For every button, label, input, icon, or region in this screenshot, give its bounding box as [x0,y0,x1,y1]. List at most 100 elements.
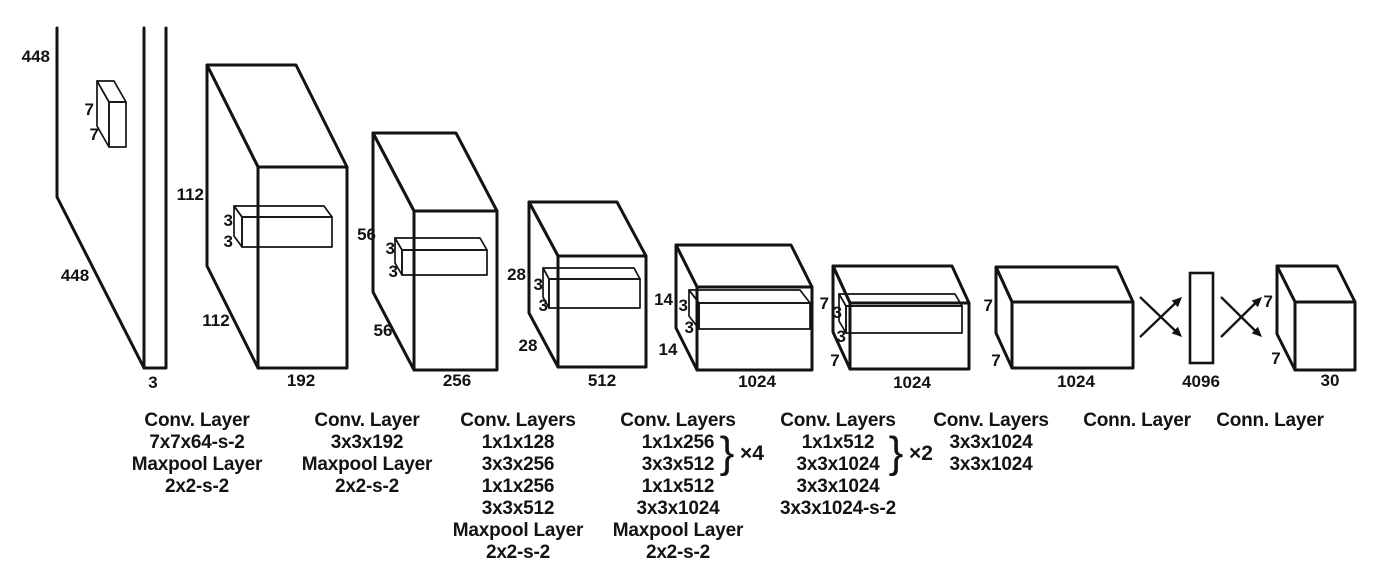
col3-line: Conv. Layers [460,410,576,431]
col5-line: 3x3x1024 [797,476,881,497]
b7-depth-label: 1024 [1057,372,1095,391]
kernel-front-face [698,302,811,330]
col3-line: 1x1x256 [482,476,555,497]
b5-height-label: 14 [654,290,673,309]
arrow-line [1139,302,1176,338]
b4-kernel-w-label: 3 [539,296,548,315]
fc-crossing-arrows-1 [1139,296,1182,338]
col1-line: Conv. Layer [144,410,250,431]
b3-kernel-w-label: 3 [389,262,398,281]
input-height-label: 448 [22,47,50,66]
b5-kernel-h-label: 3 [679,296,688,315]
arrow-head [1251,326,1262,337]
input-depth-label: 3 [148,373,157,392]
col8-line: Conn. Layer [1216,410,1324,431]
kernel-front-face [108,101,127,148]
col5-line: 1x1x512 [802,432,875,453]
block-front-face [412,209,499,372]
block-front-face [848,301,971,371]
b5-kernel-w-label: 3 [685,318,694,337]
col4-line: Conv. Layers [620,410,736,431]
feature-block-7a [831,264,971,371]
col4-line: 3x3x512 [642,454,715,475]
b3-kernel-h-label: 3 [386,239,395,258]
block-top-face [831,264,971,305]
feature-block-7b [994,265,1135,370]
b7-width-label: 7 [991,351,1000,370]
col1-line: 2x2-s-2 [165,476,229,497]
arrow-line [1220,296,1256,332]
b6-depth-label: 1024 [893,373,931,392]
col2-line: Conv. Layer [314,410,420,431]
block-front-face [256,165,349,370]
b3-depth-label: 256 [443,371,471,390]
kernel-front-face [845,305,963,334]
b3-height-label: 56 [357,225,376,244]
feature-block-56 [371,131,499,372]
b6-width-label: 7 [830,351,839,370]
feature-block-14 [674,243,814,372]
block-top-face [994,265,1135,304]
b6-height-label: 7 [820,294,829,313]
col6-line: 3x3x1024 [950,454,1034,475]
out-height-label: 7 [1264,292,1273,311]
b3-width-label: 56 [374,321,393,340]
col4-line: 3x3x1024 [637,498,721,519]
arrow-line [1220,302,1256,338]
b4-height-label: 28 [507,265,526,284]
col2-line: 3x3x192 [331,432,404,453]
arrow-head [1171,326,1182,337]
col2-line: Maxpool Layer [302,454,433,475]
kernel-top-face [96,80,127,103]
col6-line: Conv. Layers [933,410,1049,431]
output-tensor-cube [1275,264,1357,372]
col3-line: 3x3x256 [482,454,555,475]
out-depth-label: 30 [1321,371,1340,390]
col1-line: Maxpool Layer [132,454,263,475]
col1-line: 7x7x64-s-2 [149,432,244,453]
b4-depth-label: 512 [588,371,616,390]
b2-depth-label: 192 [287,371,315,390]
feature-block-28 [527,200,648,369]
col4-line: 1x1x512 [642,476,715,497]
repeat-multiplier: ×2 [909,442,933,465]
col7-line: Conn. Layer [1083,410,1191,431]
col6-line: 3x3x1024 [950,432,1034,453]
col3-line: 3x3x512 [482,498,555,519]
fc-vector-4096 [1188,271,1215,365]
input-depth-slab [142,26,168,370]
out-width-label: 7 [1271,349,1280,368]
layer-description-columns: Conv. Layer 7x7x64-s-2 Maxpool Layer 2x2… [132,410,1325,563]
col4-line: 2x2-s-2 [646,542,710,563]
col2-line: 2x2-s-2 [335,476,399,497]
kernel-front-face [548,278,641,309]
feature-block-112 [205,63,349,370]
b6-kernel-h-label: 3 [833,303,842,322]
col3-line: 1x1x128 [482,432,555,453]
input-width-label: 448 [61,266,89,285]
col5-line: 3x3x1024-s-2 [780,498,896,519]
kernel-front-face [401,249,488,276]
col4-line: 1x1x256 [642,432,715,453]
kernel-front-face [241,216,333,248]
col5-line: Conv. Layers [780,410,896,431]
arrow-line [1139,296,1176,332]
b5-depth-label: 1024 [738,372,776,391]
col4-line: Maxpool Layer [613,520,744,541]
b7-height-label: 7 [984,296,993,315]
input-plane-edge [55,26,146,370]
repeat-brace: } [889,428,904,477]
col3-line: Maxpool Layer [453,520,584,541]
input-kernel-w-label: 7 [90,125,99,144]
b6-kernel-w-label: 3 [837,327,846,346]
repeat-multiplier: ×4 [740,442,764,465]
dimension-labels: 448 7 7 448 3 112 3 3 112 192 56 3 3 56 … [22,47,1340,392]
fc-size-label: 4096 [1182,372,1220,391]
block-top-face [674,243,814,289]
col3-line: 2x2-s-2 [486,542,550,563]
input-kernel-h-label: 7 [85,100,94,119]
b4-kernel-h-label: 3 [534,275,543,294]
b5-width-label: 14 [659,340,678,359]
